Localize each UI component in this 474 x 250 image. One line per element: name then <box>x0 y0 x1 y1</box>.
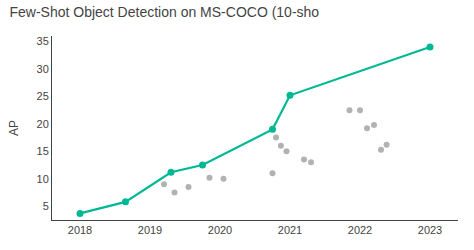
svg-text:15: 15 <box>37 145 49 157</box>
svg-text:25: 25 <box>37 90 49 102</box>
svg-text:2021: 2021 <box>278 224 302 236</box>
svg-text:AP: AP <box>7 120 21 136</box>
svg-text:2019: 2019 <box>138 224 162 236</box>
svg-text:5: 5 <box>43 200 49 212</box>
svg-text:10: 10 <box>37 173 49 185</box>
svg-text:2018: 2018 <box>68 224 92 236</box>
svg-text:2023: 2023 <box>418 224 442 236</box>
svg-text:30: 30 <box>37 63 49 75</box>
svg-text:2022: 2022 <box>348 224 372 236</box>
svg-text:20: 20 <box>37 118 49 130</box>
svg-text:2020: 2020 <box>208 224 232 236</box>
svg-text:35: 35 <box>37 35 49 47</box>
svg-text:Few-Shot Object Detection on M: Few-Shot Object Detection on MS-COCO (10… <box>9 4 319 20</box>
